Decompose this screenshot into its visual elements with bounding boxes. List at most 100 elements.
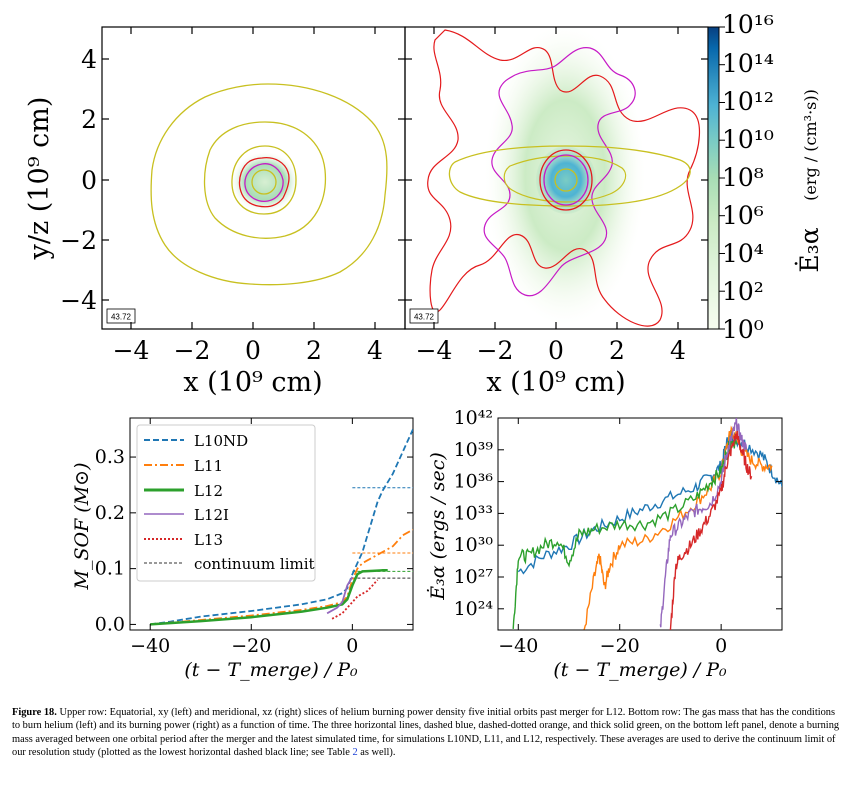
- top-left-x-axis-label: x (10⁹ cm): [183, 367, 322, 398]
- power-x-tick-labels: −40 −20 0: [498, 635, 727, 657]
- mass-panel-frame: [129, 417, 414, 631]
- mass-x-tick-labels: −40 −20 0: [130, 635, 358, 657]
- legend-label-l11: L11: [194, 457, 223, 475]
- top-right-x-tick-labels: −4 −2 0 2 4: [416, 336, 686, 365]
- legend-label-l13: L13: [194, 531, 223, 549]
- mass-legend: L10ND L11 L12 L12I L13 continuum limit: [136, 424, 316, 582]
- power-x-axis-label: (t − T_merge) / P₀: [553, 659, 727, 681]
- y-tick-label: 4: [81, 45, 97, 74]
- legend-label-l10nd: L10ND: [194, 432, 248, 450]
- x-tick-label: 4: [670, 336, 686, 365]
- y-tick-label: 0.3: [95, 446, 125, 468]
- series-line-l10nd: [150, 428, 413, 626]
- magenta-contour: [244, 163, 284, 202]
- equatorial-slice-panel: [150, 83, 388, 286]
- x-tick-label: −2: [477, 336, 514, 365]
- x-tick-label: −2: [174, 336, 211, 365]
- mass-panel-series: [150, 428, 413, 626]
- right-time-label: 43.72: [414, 313, 435, 322]
- y-tick-label: 10³³: [454, 502, 493, 524]
- top-right-x-axis-label: x (10⁹ cm): [486, 367, 625, 398]
- caption-text-2: as well).: [357, 747, 396, 759]
- magenta-contour-outer: [483, 47, 636, 297]
- top-y-axis-label: y/z (10⁹ cm): [24, 97, 55, 261]
- series-line-l12i: [659, 418, 748, 628]
- x-tick-label: 0: [548, 336, 564, 365]
- colorbar-tick-label: 10⁸: [722, 163, 764, 192]
- colorbar-tick-labels: 10¹⁶ 10¹⁴ 10¹² 10¹⁰ 10⁸ 10⁶ 10⁴ 10² 10⁰: [722, 10, 774, 344]
- x-tick-label: 4: [367, 336, 383, 365]
- y-tick-label: 10³⁹: [454, 439, 494, 461]
- burning-region-blob: [231, 152, 299, 212]
- colorbar-label-symbol: Ė₃α: [795, 227, 824, 272]
- power-y-axis-label: Ė₃α (ergs / sec): [426, 452, 449, 601]
- x-tick-label: 2: [306, 336, 322, 365]
- caption-text-1: Upper row: Equatorial, xy (left) and mer…: [12, 707, 840, 759]
- left-time-label: 43.72: [111, 313, 132, 322]
- x-tick-label: −40: [130, 635, 170, 657]
- mass-x-axis-label: (t − T_merge) / P₀: [184, 659, 358, 681]
- top-y-tick-labels: 4 2 0 −2 −4: [60, 45, 97, 315]
- x-tick-label: −20: [231, 635, 271, 657]
- colorbar-ticks: [719, 26, 725, 330]
- y-tick-label: 10⁴²: [454, 407, 493, 429]
- x-tick-label: −4: [416, 336, 453, 365]
- figure-canvas: 43.72 43.72: [24, 10, 824, 681]
- colorbar-tick-label: 10⁶: [722, 201, 764, 230]
- series-line-l13: [669, 430, 753, 630]
- colorbar-tick-label: 10²: [722, 277, 764, 306]
- yellow-contour-horizontal: [448, 145, 691, 207]
- series-line-l10nd: [517, 430, 782, 575]
- meridional-slice-panel: [427, 27, 701, 327]
- legend-label-l12i: L12I: [194, 506, 229, 524]
- y-tick-label: 10³⁶: [454, 471, 494, 493]
- colorbar-label-units: (erg / (cm³·s)): [801, 89, 820, 201]
- y-tick-label: 0.2: [95, 502, 125, 524]
- y-tick-label: 10²⁴: [454, 598, 494, 620]
- mass-panel-ticks: [130, 418, 413, 630]
- colorbar: [707, 26, 720, 330]
- y-tick-label: 10²⁷: [454, 566, 494, 588]
- yellow-contour-horizontal-inner: [503, 155, 627, 203]
- yellow-contour-inner: [231, 145, 297, 215]
- right-time-box: [409, 308, 439, 324]
- legend-label-continuum: continuum limit: [194, 555, 315, 573]
- legend-label-l12: L12: [194, 482, 223, 500]
- red-contour-core: [539, 149, 593, 211]
- colorbar-tick-label: 10¹²: [722, 87, 774, 116]
- colorbar-tick-label: 10¹⁶: [722, 10, 774, 39]
- y-tick-label: 10³⁰: [454, 534, 494, 556]
- yellow-contour-middle: [203, 121, 327, 239]
- y-tick-label: −2: [60, 226, 97, 255]
- power-panel-ticks: [498, 417, 782, 630]
- x-tick-label: 2: [609, 336, 625, 365]
- top-left-x-tick-labels: −4 −2 0 2 4: [113, 336, 383, 365]
- caption-label: Figure 18.: [12, 707, 57, 718]
- x-tick-label: 0: [245, 336, 261, 365]
- yellow-core-contour: [251, 169, 277, 195]
- series-line-l11: [150, 528, 413, 626]
- x-tick-label: −4: [113, 336, 150, 365]
- left-time-box: [106, 308, 136, 324]
- series-line-l13: [331, 579, 379, 620]
- colorbar-label: Ė₃α (erg / (cm³·s)): [795, 89, 824, 272]
- top-panel-ticks: [102, 27, 708, 329]
- yellow-contour-outer: [150, 83, 388, 286]
- x-tick-label: 0: [715, 635, 727, 657]
- red-contour-outer: [427, 29, 701, 327]
- red-contour: [238, 157, 290, 208]
- yellow-core-contour-right: [554, 168, 578, 192]
- y-tick-label: 2: [81, 105, 97, 134]
- table-reference-link[interactable]: 2: [352, 747, 358, 759]
- y-tick-label: −4: [60, 286, 97, 315]
- mass-y-axis-label: M_SOF (M⊙): [71, 463, 93, 591]
- x-tick-label: −40: [498, 635, 538, 657]
- power-panel-series: [512, 418, 782, 630]
- colorbar-tick-label: 10¹⁴: [722, 49, 774, 78]
- power-y-tick-labels: 10²⁴ 10²⁷ 10³⁰ 10³³ 10³⁶ 10³⁹ 10⁴²: [454, 407, 494, 620]
- figure-caption: Figure 18. Upper row: Equatorial, xy (le…: [12, 706, 842, 760]
- power-panel-frame: [497, 417, 783, 631]
- mass-y-tick-labels: 0.0 0.1 0.2 0.3: [95, 446, 125, 635]
- y-tick-label: 0.1: [95, 558, 125, 580]
- magenta-contour-core: [543, 154, 589, 206]
